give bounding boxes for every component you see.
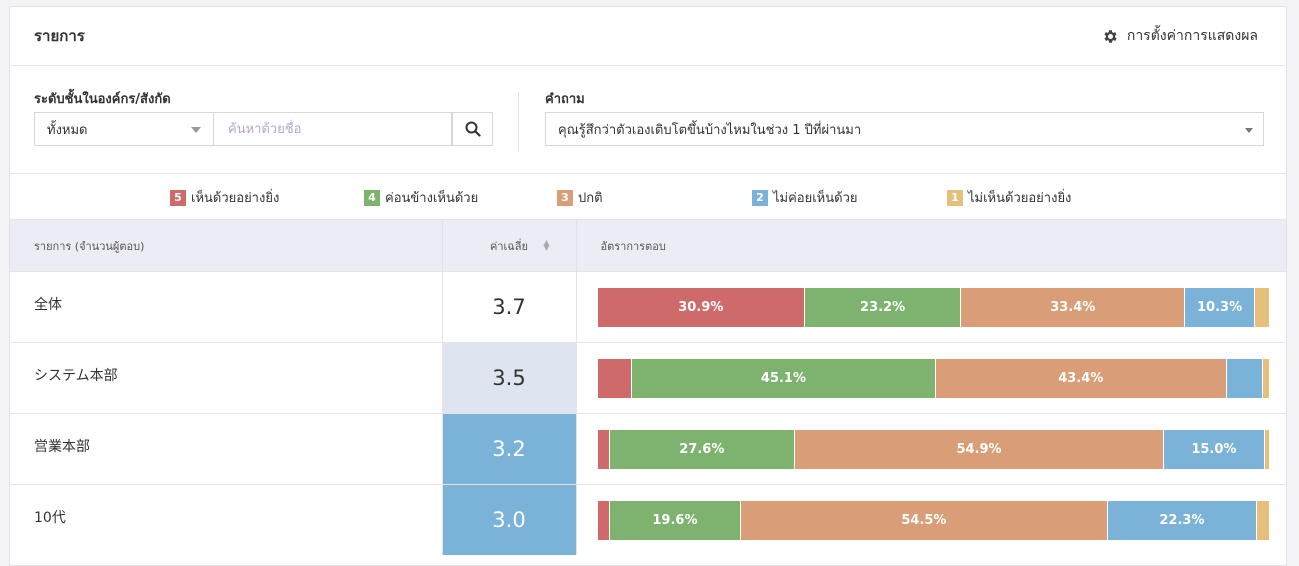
- bar-segment-3: 54.9%: [795, 429, 1164, 469]
- bar-segment-3: 43.4%: [935, 358, 1228, 398]
- legend-number: 5: [170, 189, 186, 206]
- column-header-average-label: ค่าเฉลี่ย: [490, 239, 528, 253]
- row-rate: 19.6% 54.5% 22.3%: [576, 484, 1286, 555]
- legend-item: 4 ค่อนข้างเห็นด้วย: [364, 187, 478, 208]
- legend-number: 4: [364, 189, 380, 206]
- row-rate: 27.6% 54.9% 15.0%: [576, 413, 1286, 485]
- display-settings-label: การตั้งค่าการแสดงผล: [1126, 28, 1258, 44]
- bar-segment-1: [1254, 287, 1270, 327]
- bar-segment-4: 27.6%: [609, 429, 796, 469]
- stacked-bar: 30.9% 23.2% 33.4% 10.3%: [597, 287, 1270, 327]
- table-row[interactable]: 営業本部 3.2 27.6% 54.9% 15.0%: [10, 413, 1286, 485]
- legend-number: 1: [947, 189, 963, 206]
- legend-item: 5 เห็นด้วยอย่างยิ่ง: [170, 187, 279, 208]
- chevron-down-icon: [1245, 128, 1253, 133]
- legend: 5 เห็นด้วยอย่างยิ่ง 4 ค่อนข้างเห็นด้วย 3 ปกติ…: [10, 174, 1286, 219]
- bar-segment-2: [1227, 358, 1263, 398]
- legend-number: 2: [752, 189, 768, 206]
- chevron-down-icon: [191, 127, 201, 133]
- row-name: 全体: [10, 271, 442, 343]
- row-name: 営業本部: [10, 413, 442, 485]
- filter-area: ระดับชั้นในองค์กร/สังกัด ทั้งหมด คำถาม ค…: [10, 66, 1286, 174]
- question-label: คำถาม: [545, 92, 585, 107]
- panel-header: รายการ การตั้งค่าการแสดงผล: [10, 7, 1286, 66]
- legend-number: 3: [557, 189, 573, 206]
- row-name: システム本部: [10, 342, 442, 414]
- search-button[interactable]: [452, 112, 493, 146]
- bar-segment-4: 45.1%: [632, 358, 936, 398]
- filter-divider: [518, 92, 519, 152]
- bar-segment-4: 23.2%: [805, 287, 962, 327]
- table-row[interactable]: 10代 3.0 19.6% 54.5% 22.3%: [10, 484, 1286, 555]
- results-panel: รายการ การตั้งค่าการแสดงผล ระดับชั้นในอง…: [9, 6, 1287, 566]
- search-icon: [465, 121, 481, 137]
- stacked-bar: 27.6% 54.9% 15.0%: [597, 429, 1270, 469]
- row-average: 3.0: [441, 484, 577, 555]
- row-average: 3.7: [441, 271, 577, 343]
- column-header-rate: อัตราการตอบ: [576, 219, 1286, 272]
- legend-item: 2 ไม่ค่อยเห็นด้วย: [752, 187, 858, 208]
- table-row[interactable]: 全体 3.7 30.9% 23.2% 33.4% 10.3%: [10, 271, 1286, 343]
- bar-segment-3: 54.5%: [741, 500, 1108, 540]
- row-rate: 45.1% 43.4%: [576, 342, 1286, 414]
- bar-segment-1: [1264, 429, 1270, 469]
- bar-segment-5: 30.9%: [597, 287, 806, 327]
- bar-segment-2: 10.3%: [1185, 287, 1255, 327]
- stacked-bar: 19.6% 54.5% 22.3%: [597, 500, 1270, 540]
- question-value: คุณรู้สึกว่าตัวเองเติบโตขึ้นบ้างไหมในช่ว…: [558, 122, 862, 138]
- gear-icon: [1104, 29, 1117, 43]
- legend-label: ค่อนข้างเห็นด้วย: [385, 191, 479, 206]
- bar-segment-5: [597, 358, 633, 398]
- legend-item: 1 ไม่เห็นด้วยอย่างยิ่ง: [947, 187, 1071, 208]
- table-row[interactable]: システム本部 3.5 45.1% 43.4%: [10, 342, 1286, 414]
- legend-label: ไม่เห็นด้วยอย่างยิ่ง: [968, 191, 1072, 206]
- legend-item: 3 ปกติ: [557, 187, 603, 208]
- bar-segment-2: 22.3%: [1107, 500, 1258, 540]
- results-table: รายการ (จำนวนผู้ตอบ) ค่าเฉลี่ย ▲ ▼ อัตราก…: [10, 219, 1286, 555]
- bar-segment-5: [597, 500, 610, 540]
- legend-label: ปกติ: [578, 191, 603, 206]
- org-level-label: ระดับชั้นในองค์กร/สังกัด: [34, 92, 171, 107]
- bar-segment-1: [1257, 500, 1270, 540]
- row-rate: 30.9% 23.2% 33.4% 10.3%: [576, 271, 1286, 343]
- row-name: 10代: [10, 484, 442, 555]
- name-search-input[interactable]: [214, 112, 452, 146]
- bar-segment-2: 15.0%: [1163, 429, 1265, 469]
- org-level-select[interactable]: ทั้งหมด: [34, 112, 214, 146]
- table-header-row: รายการ (จำนวนผู้ตอบ) ค่าเฉลี่ย ▲ ▼ อัตราก…: [10, 219, 1286, 272]
- column-header-average[interactable]: ค่าเฉลี่ย ▲ ▼: [441, 219, 577, 272]
- bar-segment-5: [597, 429, 610, 469]
- org-level-value: ทั้งหมด: [47, 122, 88, 138]
- bar-segment-3: 33.4%: [961, 287, 1186, 327]
- legend-label: เห็นด้วยอย่างยิ่ง: [191, 191, 280, 206]
- bar-segment-1: [1262, 358, 1270, 398]
- row-average: 3.2: [441, 413, 577, 485]
- legend-label: ไม่ค่อยเห็นด้วย: [773, 191, 858, 206]
- bar-segment-4: 19.6%: [609, 500, 742, 540]
- stacked-bar: 45.1% 43.4%: [597, 358, 1270, 398]
- panel-title: รายการ: [34, 27, 85, 45]
- sort-icon: ▲ ▼: [543, 238, 550, 252]
- question-select[interactable]: คุณรู้สึกว่าตัวเองเติบโตขึ้นบ้างไหมในช่ว…: [545, 112, 1264, 146]
- display-settings-button[interactable]: การตั้งค่าการแสดงผล: [1102, 25, 1258, 47]
- column-header-item: รายการ (จำนวนผู้ตอบ): [10, 219, 442, 272]
- row-average: 3.5: [441, 342, 577, 414]
